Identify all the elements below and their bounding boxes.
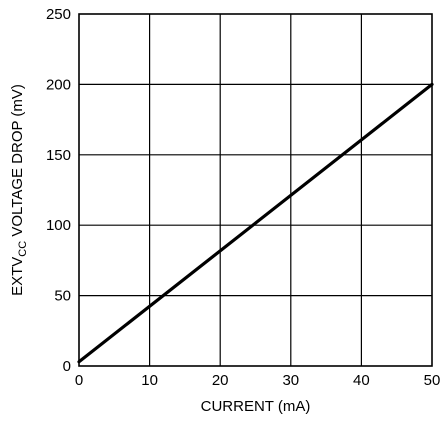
y-tick-label: 200 bbox=[46, 76, 71, 93]
x-tick-label: 10 bbox=[141, 372, 158, 389]
y-tick-labels: 0 50 100 150 200 250 bbox=[46, 6, 71, 375]
y-tick-label: 250 bbox=[46, 6, 71, 23]
y-tick-label: 150 bbox=[46, 147, 71, 164]
y-tick-label: 0 bbox=[63, 358, 71, 375]
x-tick-label: 40 bbox=[353, 372, 370, 389]
grid bbox=[79, 14, 432, 366]
y-axis-label-subscript: CC bbox=[17, 241, 29, 257]
y-tick-label: 100 bbox=[46, 217, 71, 234]
y-tick-label: 50 bbox=[54, 288, 71, 305]
x-tick-label: 30 bbox=[282, 372, 299, 389]
x-tick-label: 50 bbox=[424, 372, 440, 389]
y-axis-label-suffix: VOLTAGE DROP (mV) bbox=[9, 84, 26, 241]
series-line bbox=[77, 82, 434, 364]
x-tick-label: 0 bbox=[75, 372, 83, 389]
y-axis-label-prefix: EXTV bbox=[9, 257, 26, 296]
y-axis-label: EXTVCC VOLTAGE DROP (mV) bbox=[9, 84, 29, 296]
plot-frame bbox=[78, 13, 433, 367]
x-tick-label: 20 bbox=[212, 372, 229, 389]
x-tick-labels: 0 10 20 30 40 50 bbox=[75, 372, 440, 389]
series-layer bbox=[77, 82, 434, 364]
x-axis-label: CURRENT (mA) bbox=[201, 398, 311, 415]
